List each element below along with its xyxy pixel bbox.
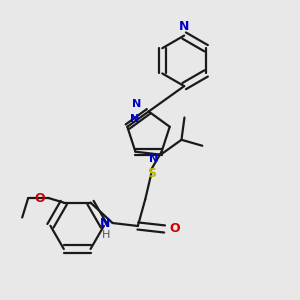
Text: N: N	[132, 99, 141, 109]
Text: O: O	[169, 223, 180, 236]
Text: O: O	[35, 192, 45, 205]
Text: N: N	[100, 217, 110, 230]
Text: N: N	[130, 114, 139, 124]
Text: N: N	[179, 20, 189, 33]
Text: N: N	[149, 154, 158, 164]
Text: H: H	[102, 230, 110, 240]
Text: S: S	[147, 167, 156, 181]
